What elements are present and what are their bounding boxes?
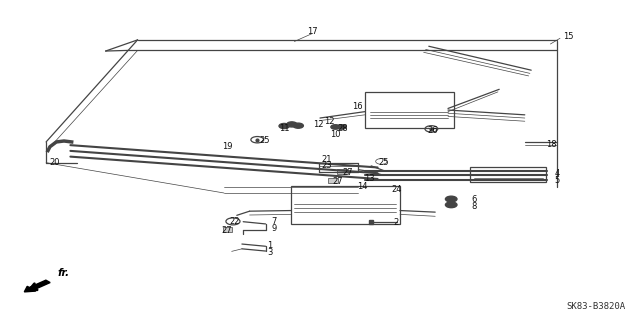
- Text: SK83-B3820A: SK83-B3820A: [567, 302, 626, 311]
- Bar: [328, 178, 338, 183]
- Circle shape: [287, 122, 297, 127]
- Circle shape: [445, 202, 457, 208]
- Circle shape: [279, 123, 289, 129]
- Bar: [365, 92, 454, 128]
- Circle shape: [293, 123, 303, 128]
- Text: 26: 26: [428, 126, 438, 135]
- Text: 14: 14: [357, 182, 367, 191]
- Text: 27: 27: [333, 177, 343, 186]
- Circle shape: [331, 125, 340, 129]
- Text: 19: 19: [222, 142, 232, 151]
- Text: 7: 7: [271, 217, 276, 226]
- Text: 23: 23: [321, 161, 332, 170]
- Bar: [470, 167, 546, 182]
- FancyArrow shape: [24, 280, 50, 292]
- Text: 11: 11: [279, 124, 289, 133]
- Text: fr.: fr.: [58, 268, 70, 278]
- Text: 18: 18: [547, 140, 557, 149]
- Text: 16: 16: [352, 102, 362, 111]
- Text: 20: 20: [49, 158, 60, 167]
- Text: 27: 27: [343, 168, 353, 177]
- Text: 2: 2: [393, 218, 398, 227]
- Circle shape: [445, 196, 457, 202]
- Circle shape: [337, 125, 346, 129]
- Text: 25: 25: [379, 158, 389, 167]
- Text: 4: 4: [554, 169, 559, 178]
- Text: 3: 3: [268, 248, 273, 257]
- Text: 12: 12: [324, 117, 335, 126]
- Text: 21: 21: [321, 155, 332, 164]
- Bar: [337, 169, 348, 174]
- Text: 9: 9: [271, 224, 276, 233]
- Text: 28: 28: [338, 124, 348, 133]
- Text: 17: 17: [307, 27, 317, 36]
- Bar: [291, 186, 400, 224]
- Text: 13: 13: [364, 174, 374, 183]
- Text: 6: 6: [471, 195, 476, 204]
- Text: 27: 27: [222, 226, 232, 235]
- Text: 24: 24: [392, 185, 402, 194]
- Text: 10: 10: [330, 130, 340, 139]
- Text: 15: 15: [563, 32, 573, 41]
- Text: 1: 1: [268, 241, 273, 250]
- Bar: [223, 227, 232, 232]
- Text: 22: 22: [229, 217, 239, 226]
- Text: 25: 25: [260, 136, 270, 145]
- Text: 12: 12: [314, 120, 324, 129]
- Text: 8: 8: [471, 202, 476, 211]
- Text: 5: 5: [554, 176, 559, 185]
